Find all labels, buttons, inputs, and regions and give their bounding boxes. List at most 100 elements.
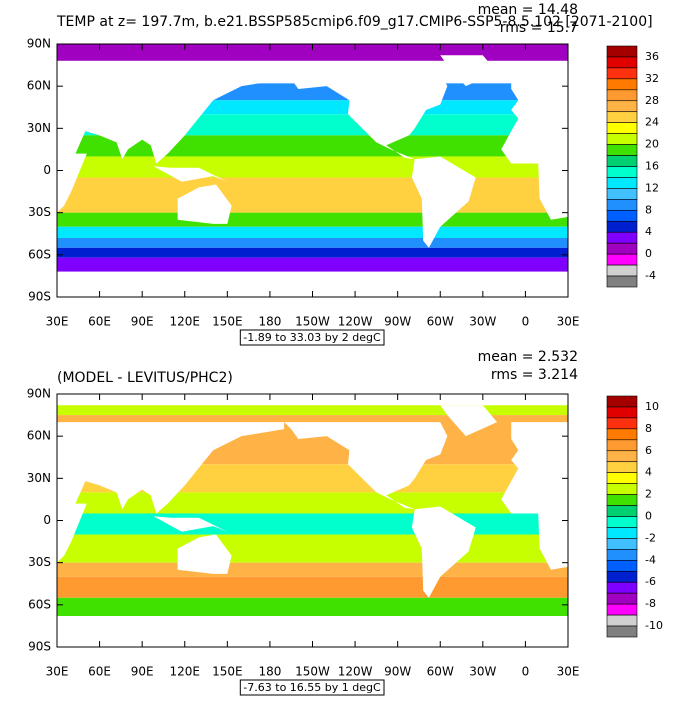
lon-label: 120W [338,315,373,329]
range-box [239,329,385,346]
lat-label: 90S [28,640,51,654]
land [153,166,228,182]
colorbar-label: -4 [645,269,656,282]
land [440,55,498,87]
colorbar-box [606,483,638,495]
colorbar-label: -10 [645,619,663,632]
lat-label: 60N [27,79,51,93]
lon-label: 90E [131,315,154,329]
colorbar-box [606,406,638,419]
lat-label: 30S [28,205,51,219]
colorbar-box [606,199,638,211]
lat-label: 90N [27,37,51,51]
mean-label: mean = 2.532 [478,349,578,365]
colorbar-box [606,56,638,69]
colorbar-label: 4 [645,466,652,479]
colorbar-label: 8 [645,422,652,435]
field-band [57,135,568,157]
lon-label: 120E [170,665,201,679]
colorbar-label: -8 [645,597,656,610]
lat-label: 0 [43,163,51,177]
lat-label: 60N [27,429,51,443]
rms-label: rms = 3.214 [491,367,578,383]
colorbar-label: 36 [645,50,659,63]
colorbar-label: 2 [645,488,652,501]
colorbar-label: 8 [645,203,652,216]
colorbar-box [606,253,638,266]
lon-label: 0 [522,665,530,679]
colorbar-box [606,45,638,58]
field-band [57,226,568,238]
panel-title: TEMP at z= 197.7m, b.e21.BSSP585cmip6.f0… [56,14,653,30]
lon-label: 0 [522,315,530,329]
colorbar-box [606,527,638,539]
land [57,44,285,213]
colorbar-box [606,428,638,441]
colorbar-box [606,133,638,145]
colorbar-box [606,395,638,408]
field-band [57,156,568,178]
field-band [57,257,568,272]
lon-label: 60E [88,315,111,329]
lon-label: 150W [295,315,330,329]
colorbar-box [606,188,638,200]
colorbar-label: 16 [645,160,659,173]
lon-label: 90W [384,315,411,329]
land [57,394,285,563]
colorbar-box [606,505,638,517]
colorbar-label: 0 [645,247,652,260]
land [501,422,568,570]
field-band [57,492,568,514]
colorbar-label: 0 [645,510,652,523]
colorbar-box [606,111,638,123]
colorbar-box [606,516,638,528]
colorbar-box [606,614,638,627]
colorbar-label: -2 [645,531,656,544]
colorbar-label: 24 [645,116,659,129]
colorbar-label: -4 [645,553,656,566]
map-panel [56,393,569,648]
lat-label: 30N [27,121,51,135]
range-label: -7.63 to 16.55 by 1 degC [243,681,381,694]
field-band [57,247,568,258]
colorbar-box [606,494,638,506]
colorbar-box [606,144,638,156]
range-box [239,679,385,696]
land [284,72,448,160]
colorbar-box [606,89,638,102]
lon-label: 60W [427,665,454,679]
lat-label: 60S [28,597,51,611]
colorbar-box [606,570,638,583]
rms-label: rms = 15.7 [500,20,578,36]
colorbar-box [606,100,638,113]
colorbar-label: -6 [645,575,656,588]
lon-label: 150W [295,665,330,679]
lat-label: 30N [27,471,51,485]
lat-label: 0 [43,513,51,527]
lon-label: 120E [170,315,201,329]
lon-label: 180 [258,665,281,679]
field-band [57,513,568,535]
field-band [57,405,568,416]
colorbar-box [606,472,638,484]
lon-label: 30W [469,315,496,329]
map-panel [56,43,569,298]
colorbar-box [606,242,638,255]
land [153,516,228,532]
colorbar-box [606,581,638,594]
colorbar-box [606,155,638,167]
colorbar-box [606,461,638,473]
lat-label: 60S [28,247,51,261]
lon-label: 30E [557,665,580,679]
lat-label: 90N [27,387,51,401]
colorbar-box [606,603,638,616]
colorbar-label: 20 [645,138,659,151]
field-band [57,597,568,617]
colorbar-box [606,177,638,189]
colorbar-box [606,592,638,605]
colorbar-box [606,538,638,550]
land [177,184,232,224]
land [411,156,476,248]
field-band [57,562,568,577]
